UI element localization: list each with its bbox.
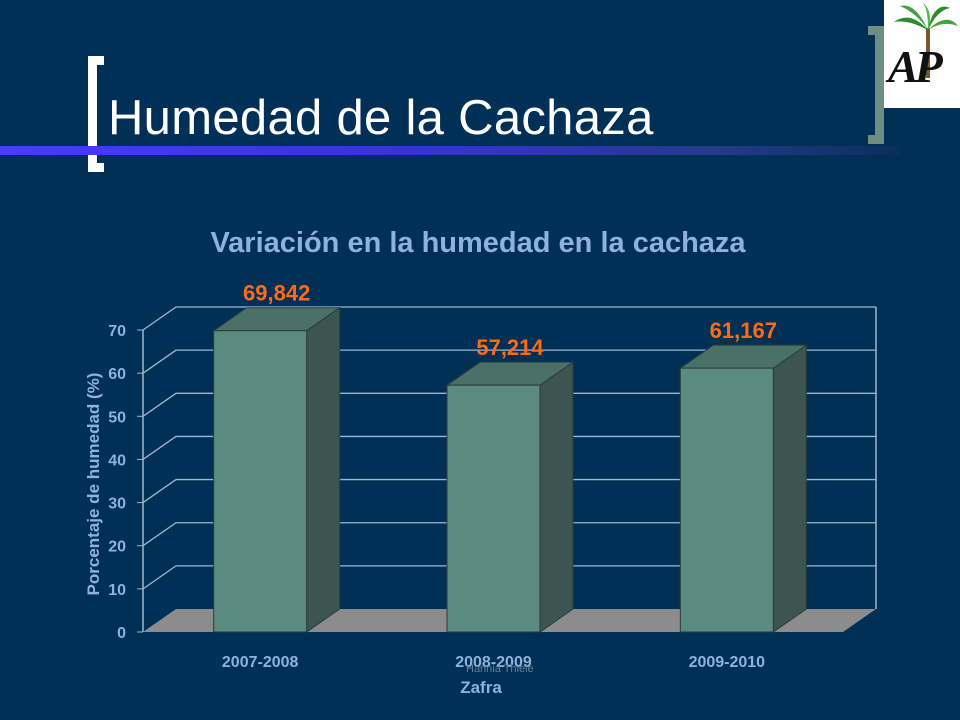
gridline <box>142 478 876 504</box>
x-tick-label: 2008-2009 <box>455 654 532 671</box>
gridline <box>142 306 876 331</box>
y-tick-label: 10 <box>108 582 126 599</box>
gridline <box>142 435 876 460</box>
palm-tree-icon <box>894 2 958 78</box>
gridline <box>142 565 876 590</box>
bar <box>678 344 808 633</box>
watermark: Hannia Thiele <box>466 663 534 675</box>
bar-front <box>213 330 308 633</box>
y-axis-title: Porcentaje de humedad (%) <box>84 373 103 596</box>
title-bracket-left <box>88 56 104 172</box>
y-tick-label: 40 <box>108 452 126 469</box>
gridline <box>142 392 876 417</box>
y-tick-label: 70 <box>108 323 126 340</box>
y-tick-label: 30 <box>108 496 126 513</box>
bar-front <box>679 367 774 633</box>
bar-side <box>306 306 341 633</box>
y-tick-label: 50 <box>108 409 126 426</box>
y-tick-label: 20 <box>108 539 126 556</box>
data-label: 57,214 <box>476 335 544 360</box>
chart-title: Variación en la humedad en la cachaza <box>210 227 746 259</box>
gridline <box>142 522 876 547</box>
x-tick-label: 2009-2010 <box>689 654 766 671</box>
title-bracket-right <box>868 26 884 144</box>
ap-logo: AP <box>884 0 960 108</box>
bar-side <box>539 361 574 633</box>
data-label: 61,167 <box>710 318 777 343</box>
y-tick-label: 60 <box>108 366 126 383</box>
bar <box>445 361 575 633</box>
x-tick-label: 2007-2008 <box>222 654 299 671</box>
data-label: 69,842 <box>243 281 310 306</box>
bar-front <box>446 384 541 633</box>
y-tick-label: 0 <box>117 625 126 642</box>
bar <box>212 306 342 633</box>
slide-title: Humedad de la Cachaza <box>108 91 654 145</box>
x-axis-title: Zafra <box>460 678 502 697</box>
gridline <box>142 349 876 374</box>
logo-text: AP <box>888 41 943 92</box>
title-underline <box>0 146 900 155</box>
bar-side <box>772 344 807 633</box>
